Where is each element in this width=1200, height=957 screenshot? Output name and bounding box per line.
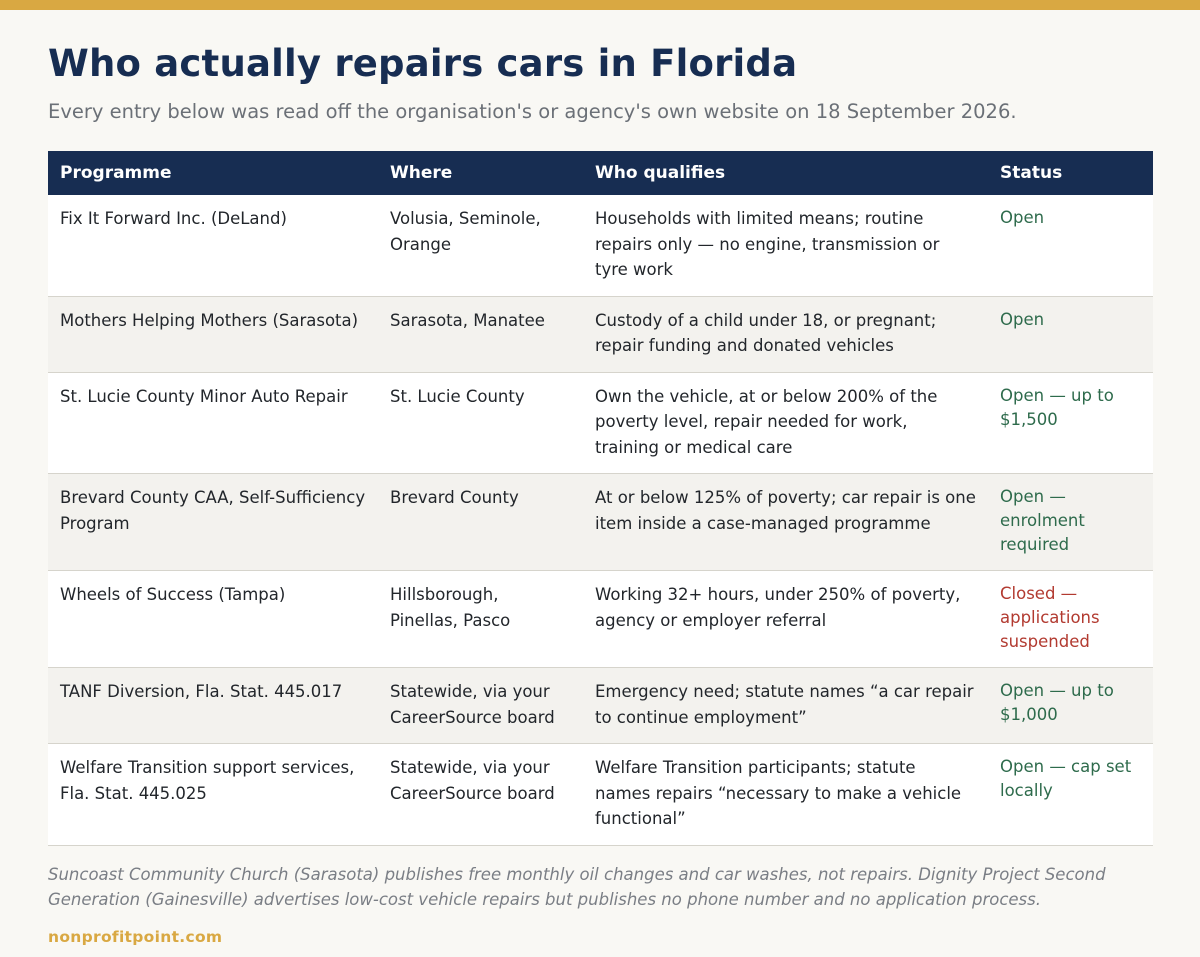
programmes-table: Programme Where Who qualifies Status Fix… bbox=[48, 151, 1153, 846]
cell-who-qualifies: Welfare Transition participants; statute… bbox=[583, 743, 988, 846]
cell-who-qualifies: Own the vehicle, at or below 200% of the… bbox=[583, 372, 988, 474]
cell-status: Open — cap set locally bbox=[988, 743, 1153, 846]
cell-where: St. Lucie County bbox=[378, 372, 583, 474]
cell-where: Volusia, Seminole, Orange bbox=[378, 195, 583, 297]
header-programme: Programme bbox=[60, 163, 172, 183]
cell-programme: St. Lucie County Minor Auto Repair bbox=[48, 372, 378, 474]
cell-who-qualifies: At or below 125% of poverty; car repair … bbox=[583, 473, 988, 571]
top-accent-bar bbox=[0, 0, 1200, 10]
source-credit: nonprofitpoint.com bbox=[48, 928, 223, 946]
table-row: Brevard County CAA, Self-Sufficiency Pro… bbox=[48, 473, 1153, 571]
cell-who-qualifies: Working 32+ hours, under 250% of poverty… bbox=[583, 570, 988, 668]
cell-who-qualifies: Emergency need; statute names “a car rep… bbox=[583, 667, 988, 744]
page-title: Who actually repairs cars in Florida bbox=[48, 42, 798, 85]
cell-status: Open — up to $1,500 bbox=[988, 372, 1153, 474]
cell-where: Hillsborough, Pinellas, Pasco bbox=[378, 570, 583, 668]
cell-where: Sarasota, Manatee bbox=[378, 296, 583, 373]
cell-programme: Brevard County CAA, Self-Sufficiency Pro… bbox=[48, 473, 378, 571]
cell-status: Open bbox=[988, 296, 1153, 373]
cell-programme: TANF Diversion, Fla. Stat. 445.017 bbox=[48, 667, 378, 744]
cell-where: Brevard County bbox=[378, 473, 583, 571]
table-header-row: Programme Where Who qualifies Status bbox=[48, 151, 1153, 195]
cell-programme: Mothers Helping Mothers (Sarasota) bbox=[48, 296, 378, 373]
cell-where: Statewide, via your CareerSource board bbox=[378, 667, 583, 744]
table-row: TANF Diversion, Fla. Stat. 445.017 State… bbox=[48, 667, 1153, 744]
article: Who actually repairs cars in Florida Eve… bbox=[48, 10, 1153, 946]
footnote: Suncoast Community Church (Sarasota) pub… bbox=[48, 864, 1106, 909]
page-subtitle: Every entry below was read off the organ… bbox=[48, 100, 1017, 123]
cell-status: Open bbox=[988, 195, 1153, 297]
table-row: Fix It Forward Inc. (DeLand) Volusia, Se… bbox=[48, 195, 1153, 297]
header-status: Status bbox=[1000, 163, 1063, 183]
cell-who-qualifies: Custody of a child under 18, or pregnant… bbox=[583, 296, 988, 373]
cell-status: Open — up to $1,000 bbox=[988, 667, 1153, 744]
header-who-qualifies: Who qualifies bbox=[595, 163, 726, 183]
cell-status: Closed — applications suspended bbox=[988, 570, 1153, 668]
cell-programme: Welfare Transition support services, Fla… bbox=[48, 743, 378, 846]
table-row: St. Lucie County Minor Auto Repair St. L… bbox=[48, 372, 1153, 474]
cell-status: Open — enrolment required bbox=[988, 473, 1153, 571]
cell-where: Statewide, via your CareerSource board bbox=[378, 743, 583, 846]
cell-programme: Fix It Forward Inc. (DeLand) bbox=[48, 195, 378, 297]
header-where: Where bbox=[390, 163, 453, 183]
table-row: Mothers Helping Mothers (Sarasota) Saras… bbox=[48, 296, 1153, 373]
cell-programme: Wheels of Success (Tampa) bbox=[48, 570, 378, 668]
table-row: Wheels of Success (Tampa) Hillsborough, … bbox=[48, 570, 1153, 668]
table-row: Welfare Transition support services, Fla… bbox=[48, 743, 1153, 846]
cell-who-qualifies: Households with limited means; routine r… bbox=[583, 195, 988, 297]
